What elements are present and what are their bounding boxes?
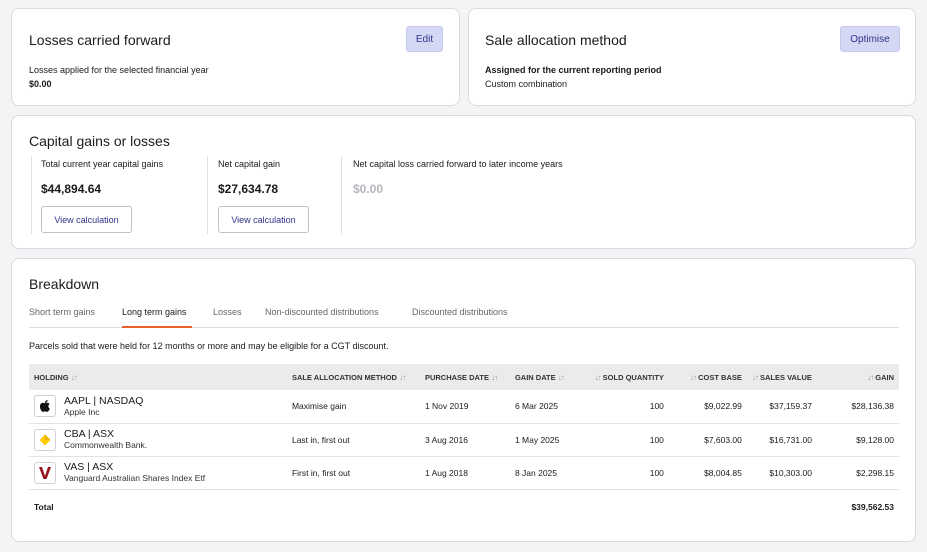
cost-base-cell: $9,022.99 xyxy=(668,390,747,424)
tabs-baseline xyxy=(29,327,899,328)
gain-cell: $2,298.15 xyxy=(816,456,899,490)
carry-forward-label: Net capital loss carried forward to late… xyxy=(353,159,563,169)
sale-method-card: Sale allocation method Optimise Assigned… xyxy=(468,8,916,106)
col-purchase-date[interactable]: PURCHASE DATE ↓↑ xyxy=(419,364,510,390)
holding-name: Apple Inc xyxy=(64,406,100,417)
holding-name: Vanguard Australian Shares Index Etf xyxy=(64,473,206,483)
vanguard-logo-icon xyxy=(34,461,56,484)
sales-value-cell: $16,731.00 xyxy=(746,423,817,457)
col-sale-method[interactable]: SALE ALLOCATION METHOD ↓↑ xyxy=(286,364,420,390)
sold-quantity-cell: 100 xyxy=(581,390,669,424)
sold-quantity-cell: 100 xyxy=(581,423,669,457)
sales-value-cell: $10,303.00 xyxy=(746,456,817,490)
sort-icon: ↓↑ xyxy=(751,372,759,382)
losses-value: $0.00 xyxy=(29,79,52,89)
cost-base-cell: $8,004.85 xyxy=(668,456,747,490)
empty-cell xyxy=(420,489,510,525)
col-holding[interactable]: HOLDING ↓↑ xyxy=(29,364,287,390)
breakdown-table: HOLDING ↓↑ SALE ALLOCATION METHOD ↓↑ PUR… xyxy=(29,364,899,525)
empty-cell xyxy=(510,489,582,525)
col-sales-value[interactable]: ↓↑ SALES VALUE xyxy=(746,364,817,390)
sort-icon: ↓↑ xyxy=(557,372,565,382)
divider xyxy=(207,156,208,234)
losses-card: Losses carried forward Edit Losses appli… xyxy=(11,8,460,106)
breakdown-description: Parcels sold that were held for 12 month… xyxy=(29,341,389,351)
capital-gains-title: Capital gains or losses xyxy=(29,133,170,149)
col-cost-base[interactable]: ↓↑ COST BASE xyxy=(668,364,747,390)
sort-icon: ↓↑ xyxy=(690,372,697,382)
total-gains-value: $44,894.64 xyxy=(41,182,102,196)
total-value: $39,562.53 xyxy=(851,502,894,513)
table-header-row: HOLDING ↓↑ SALE ALLOCATION METHOD ↓↑ PUR… xyxy=(29,364,899,390)
table-row[interactable]: VAS | ASX Vanguard Australian Shares Inde… xyxy=(29,456,899,490)
tab-short-term-gains[interactable]: Short term gains xyxy=(29,307,96,317)
table-row[interactable]: CBA | ASX Commonwealth Bank. Last in, fir… xyxy=(29,423,899,457)
table-row[interactable]: AAPL | NASDAQ Apple Inc Maximise gain 1 N… xyxy=(29,390,899,424)
sale-method-cell: First in, first out xyxy=(286,456,420,490)
active-tab-indicator xyxy=(122,326,192,328)
sale-method-value: Custom combination xyxy=(485,79,568,89)
col-sold-quantity[interactable]: ↓↑ SOLD QUANTITY xyxy=(581,364,669,390)
sold-quantity-cell: 100 xyxy=(581,456,669,490)
tab-discounted-distributions[interactable]: Discounted distributions xyxy=(412,307,508,317)
breakdown-card: Breakdown Short term gains Long term gai… xyxy=(11,258,916,542)
empty-cell xyxy=(747,489,817,525)
empty-cell xyxy=(669,489,747,525)
sale-method-cell: Last in, first out xyxy=(286,423,420,457)
gain-date-cell: 8 Jan 2025 xyxy=(509,456,582,490)
apple-logo-icon xyxy=(34,395,56,418)
net-gain-label: Net capital gain xyxy=(218,159,281,169)
breakdown-title: Breakdown xyxy=(29,276,100,292)
holding-ticker: CBA | ASX xyxy=(64,428,115,440)
sort-icon: ↓↑ xyxy=(399,372,406,382)
view-calculation-net-button[interactable]: View calculation xyxy=(218,206,309,233)
sort-icon: ↓↑ xyxy=(867,372,874,382)
tab-losses[interactable]: Losses xyxy=(213,307,242,317)
gain-cell: $9,128.00 xyxy=(816,423,899,457)
holding-ticker: VAS | ASX xyxy=(64,461,114,473)
col-gain-date[interactable]: GAIN DATE ↓↑ xyxy=(509,364,582,390)
divider xyxy=(31,156,32,234)
gain-date-cell: 6 Mar 2025 xyxy=(509,390,582,424)
sort-icon: ↓↑ xyxy=(594,372,602,382)
gain-cell: $28,136.38 xyxy=(816,390,899,424)
tab-long-term-gains[interactable]: Long term gains xyxy=(122,307,187,317)
sales-value-cell: $37,159.37 xyxy=(746,390,817,424)
sort-icon: ↓↑ xyxy=(491,372,498,382)
edit-button[interactable]: Edit xyxy=(406,26,443,52)
holding-name: Commonwealth Bank. xyxy=(64,440,148,450)
sort-icon: ↓↑ xyxy=(70,372,78,382)
sale-method-subtitle: Assigned for the current reporting perio… xyxy=(485,65,662,75)
cba-logo-icon xyxy=(34,428,56,451)
empty-cell xyxy=(582,489,669,525)
total-row: Total $39,562.53 xyxy=(29,489,899,525)
capital-gains-card: Capital gains or losses Total current ye… xyxy=(11,115,916,249)
view-calculation-total-button[interactable]: View calculation xyxy=(41,206,132,233)
optimise-button[interactable]: Optimise xyxy=(840,26,900,52)
gain-date-cell: 1 May 2025 xyxy=(509,423,582,457)
divider xyxy=(341,156,342,234)
total-label: Total xyxy=(34,502,54,513)
purchase-date-cell: 1 Nov 2019 xyxy=(419,390,510,424)
purchase-date-cell: 1 Aug 2018 xyxy=(419,456,510,490)
losses-subtitle: Losses applied for the selected financia… xyxy=(29,65,209,75)
col-gain[interactable]: ↓↑ GAIN xyxy=(816,364,899,390)
purchase-date-cell: 3 Aug 2016 xyxy=(419,423,510,457)
sale-method-cell: Maximise gain xyxy=(286,390,420,424)
tab-non-discounted-distributions[interactable]: Non-discounted distributions xyxy=(265,307,379,317)
total-gains-label: Total current year capital gains xyxy=(41,159,164,169)
carry-forward-value: $0.00 xyxy=(353,182,384,196)
losses-title: Losses carried forward xyxy=(29,32,171,48)
sale-method-title: Sale allocation method xyxy=(485,32,627,48)
empty-cell xyxy=(287,489,420,525)
net-gain-value: $27,634.78 xyxy=(218,182,279,196)
holding-ticker: AAPL | NASDAQ xyxy=(64,394,144,407)
cost-base-cell: $7,603.00 xyxy=(668,423,747,457)
